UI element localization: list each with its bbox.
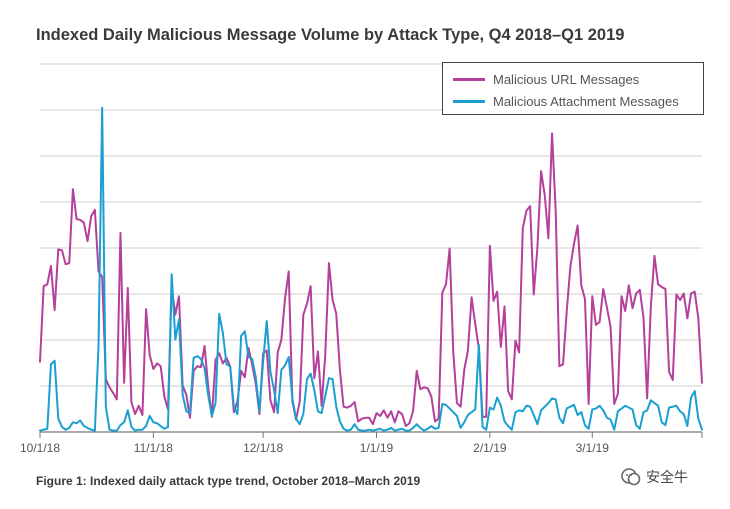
series-lines: [39, 106, 703, 432]
legend-swatch-attachment: [453, 99, 485, 103]
watermark: 安全牛: [620, 466, 688, 488]
x-tick-label: 10/1/18: [20, 441, 60, 455]
x-axis: 10/1/18 11/1/18 12/1/18 1/1/19 2/1/19 3/1/19: [20, 431, 703, 455]
legend-swatch-url: [453, 77, 485, 81]
x-tick-label: 1/1/19: [360, 441, 394, 455]
wechat-icon: [621, 468, 641, 486]
x-tick-label: 12/1/18: [243, 441, 283, 455]
legend-label-attachment: Malicious Attachment Messages: [493, 93, 679, 109]
legend-item-attachment: Malicious Attachment Messages: [453, 91, 679, 111]
figure-caption: Figure 1: Indexed daily attack type tren…: [36, 474, 421, 488]
legend: Malicious URL Messages Malicious Attachm…: [442, 62, 704, 115]
chart-title: Indexed Daily Malicious Message Volume b…: [36, 26, 625, 44]
x-tick-label: 2/1/19: [473, 441, 507, 455]
series-line-attachment-messages: [39, 106, 703, 432]
legend-item-url: Malicious URL Messages: [453, 69, 639, 89]
legend-label-url: Malicious URL Messages: [493, 71, 640, 87]
series-line-url-messages: [39, 132, 703, 428]
watermark-text: 安全牛: [646, 469, 688, 485]
x-tick-label: 11/1/18: [134, 441, 173, 455]
x-tick-label: 3/1/19: [576, 441, 610, 455]
